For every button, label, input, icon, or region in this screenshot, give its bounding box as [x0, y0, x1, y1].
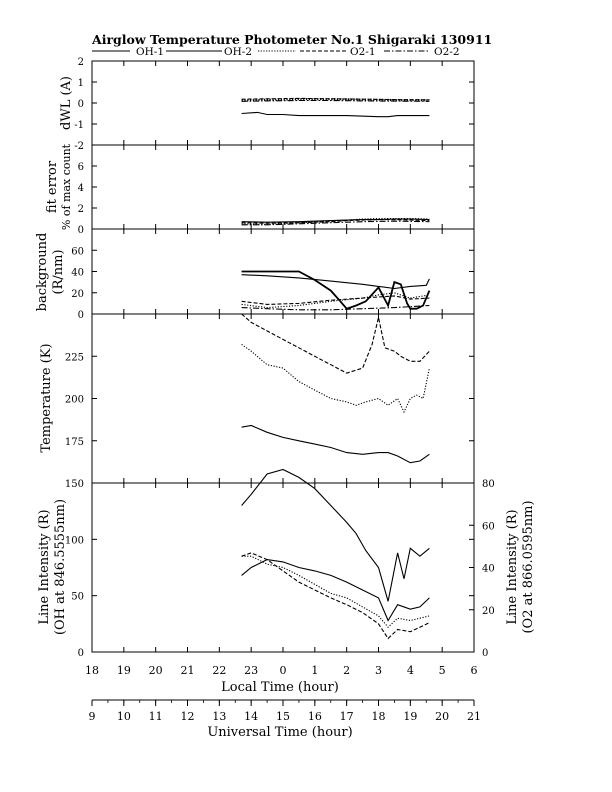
series-line-4-0	[241, 468, 430, 602]
chart-title: Airglow Temperature Photometer No.1 Shig…	[91, 32, 492, 47]
local-tick-label: 4	[407, 664, 414, 677]
y-tick-label: 4	[78, 183, 84, 194]
local-tick-label: 23	[244, 664, 258, 677]
series-line-2-0	[241, 270, 431, 310]
series-line-3-2	[241, 313, 430, 374]
local-tick-label: 20	[149, 664, 163, 677]
local-tick-label: 0	[280, 664, 287, 677]
utc-tick-label: 17	[340, 710, 354, 723]
utc-tick-label: 12	[181, 710, 195, 723]
series-line-3-0	[241, 424, 430, 464]
series-line-1-3	[241, 220, 430, 226]
legend-o2-2: O2-2	[434, 46, 460, 58]
series-line-0-3	[241, 99, 430, 102]
local-tick-label: 22	[212, 664, 226, 677]
y2-tick-label: 60	[482, 521, 495, 532]
ylabel-background: background	[35, 233, 50, 312]
y-tick-label: -1	[74, 120, 84, 131]
y-tick-label: 2	[78, 204, 84, 215]
utc-tick-label: 13	[212, 710, 226, 723]
panel-intensity-frame	[91, 482, 475, 653]
y-tick-label: 100	[65, 535, 84, 546]
y-tick-label: 0	[78, 99, 84, 110]
xlabel-local: Local Time (hour)	[221, 680, 339, 695]
series-line-1-1	[241, 217, 430, 225]
series-line-0-2	[241, 97, 430, 101]
local-tick-label: 6	[471, 664, 478, 677]
y-tick-label: 0	[78, 225, 84, 236]
y2-tick-label: 40	[482, 564, 495, 575]
local-tick-label: 3	[375, 664, 382, 677]
chart-marks: 210-1-2642060402002252001751501005008060…	[65, 57, 495, 723]
panel-fit-error-frame	[91, 144, 475, 230]
ylabel-dwl: dWL (A)	[59, 76, 74, 130]
y-tick-label: 175	[65, 437, 84, 448]
y2label-intensity: Line Intensity (R)	[505, 509, 520, 624]
utc-tick-label: 16	[308, 710, 322, 723]
y-tick-label: 2	[78, 57, 84, 68]
utc-tick-label: 19	[403, 710, 417, 723]
y-tick-label: -2	[74, 141, 84, 152]
ylabel-temperature: Temperature (K)	[39, 343, 54, 452]
ylabel-fit-error-unit: % of max count	[60, 143, 73, 230]
ylabel-background-unit: (R/nm)	[51, 249, 66, 294]
local-tick-label: 2	[343, 664, 350, 677]
local-tick-label: 5	[439, 664, 446, 677]
xlabel-utc: Universal Time (hour)	[207, 725, 352, 740]
legend-o2-1: O2-1	[350, 46, 376, 58]
local-tick-label: 1	[311, 664, 318, 677]
y-tick-label: 200	[65, 395, 84, 406]
y-tick-label: 60	[71, 246, 84, 257]
y-tick-label: 50	[71, 592, 84, 603]
local-tick-label: 21	[181, 664, 195, 677]
y-tick-label: 150	[65, 479, 84, 490]
series-line-3-1	[241, 343, 430, 414]
ylabel-intensity: Line Intensity (R)	[37, 509, 52, 624]
utc-tick-label: 10	[117, 710, 131, 723]
series-line-4-1	[241, 559, 430, 622]
series-line-0-1	[241, 98, 430, 102]
utc-tick-label: 9	[89, 710, 96, 723]
series-line-2-1	[241, 274, 430, 290]
ylabel-intensity-oh: (OH at 846.5555nm)	[53, 499, 68, 635]
local-tick-label: 18	[85, 664, 99, 677]
ylabel-fit-error: fit error	[45, 160, 60, 213]
series-line-2-4	[241, 304, 430, 311]
legend-oh2: OH-2	[224, 46, 252, 58]
series-line-2-3	[241, 295, 430, 305]
utc-tick-label: 18	[372, 710, 386, 723]
utc-tick-label: 21	[467, 710, 481, 723]
series-line-4-3	[241, 552, 430, 640]
local-tick-label: 19	[117, 664, 131, 677]
y2-tick-label: 0	[482, 648, 488, 659]
utc-tick-label: 20	[435, 710, 449, 723]
y-tick-label: 6	[78, 162, 84, 173]
y2-tick-label: 80	[482, 479, 495, 490]
y-tick-label: 40	[71, 268, 84, 279]
y-tick-label: 20	[71, 289, 84, 300]
legend: OH-1 OH-2 O2-1 O2-2	[92, 46, 460, 58]
y-tick-label: 0	[78, 310, 84, 321]
utc-tick-label: 14	[244, 710, 258, 723]
y-tick-label: 0	[78, 648, 84, 659]
utc-tick-label: 11	[149, 710, 163, 723]
series-line-0-0	[241, 111, 430, 118]
y2-tick-label: 20	[482, 606, 495, 617]
panel-dwl-frame	[91, 60, 475, 146]
y-tick-label: 225	[65, 352, 84, 363]
y2label-intensity-o2: (O2 at 866.0595nm)	[521, 500, 536, 633]
legend-oh1: OH-1	[136, 46, 164, 58]
utc-tick-label: 15	[276, 710, 290, 723]
y-tick-label: 1	[78, 78, 84, 89]
